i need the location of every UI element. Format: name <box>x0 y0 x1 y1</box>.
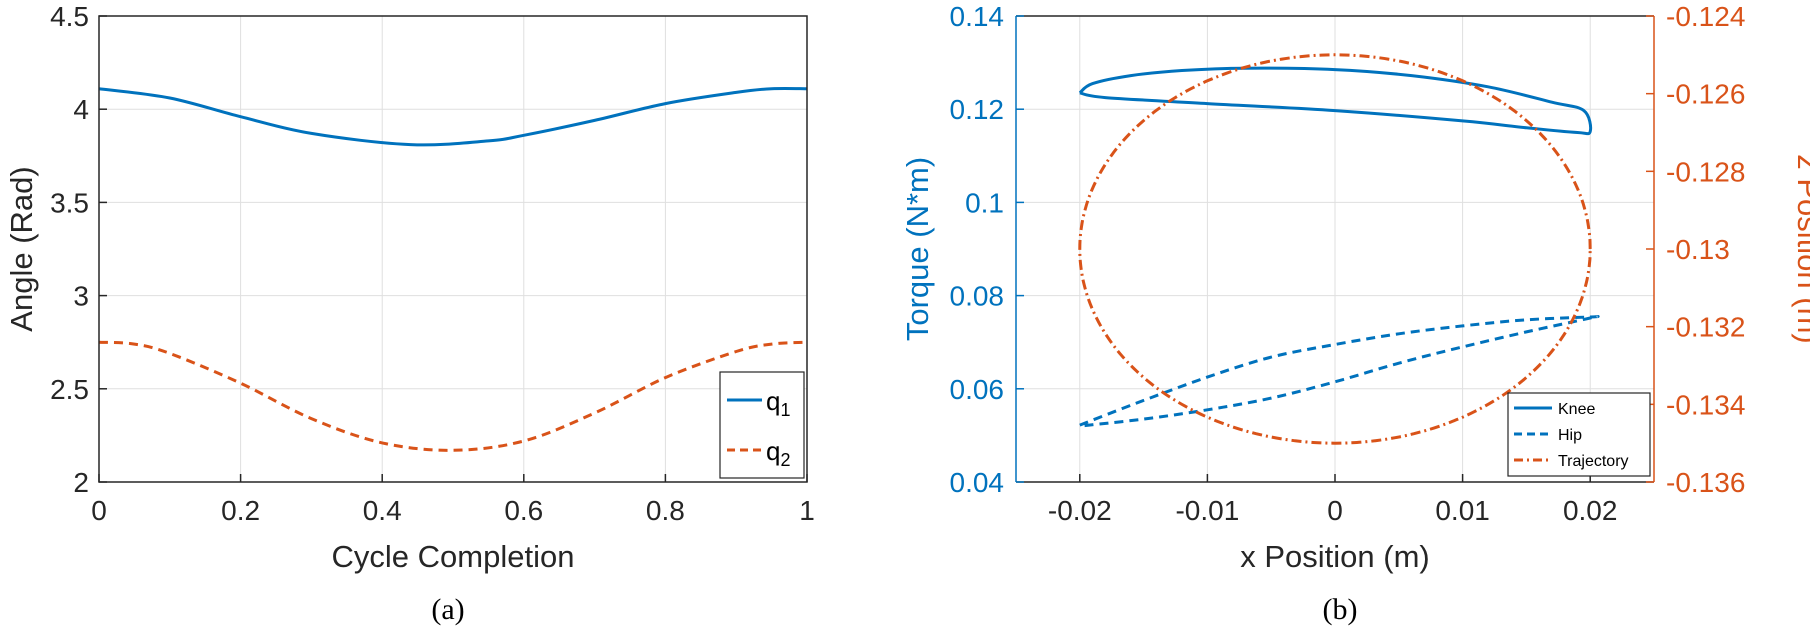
chart-b-caption: (b) <box>1323 593 1358 626</box>
chart-a-series <box>98 86 808 452</box>
chart-b-ytick-right-label: -0.13 <box>1666 234 1730 265</box>
chart-a-ytick-label: 2 <box>73 467 89 498</box>
chart-b: -0.02 -0.01 0 0.01 0.02 0.04 0.06 0.08 0.1 0.12 0.… <box>900 1 1810 626</box>
chart-a-ticks: 0 0.2 0.4 0.6 0.8 1 2 2.5 3 3.5 4 4.5 <box>50 1 815 526</box>
chart-a-axes-box <box>98 15 808 483</box>
chart-a-ytick-label: 2.5 <box>50 374 89 405</box>
chart-b-ytick-left-label: 0.08 <box>950 281 1005 312</box>
chart-b-ytick-right-label: -0.136 <box>1666 467 1745 498</box>
chart-a-xtick-label: 0.4 <box>363 495 402 526</box>
legend-label-hip: Hip <box>1558 427 1582 444</box>
legend-label-q2: q2 <box>766 436 790 470</box>
chart-b-ticks: -0.02 -0.01 0 0.01 0.02 0.04 0.06 0.08 0.1 0.12 0.… <box>950 1 1746 526</box>
chart-a-ytick-label: 4 <box>73 94 89 125</box>
legend-label-knee: Knee <box>1558 401 1595 418</box>
chart-a-xtick-label: 0 <box>91 495 107 526</box>
chart-a-ytick-label: 4.5 <box>50 1 89 32</box>
chart-b-ytick-right-label: -0.132 <box>1666 312 1745 343</box>
chart-b-xtick-label: 0.01 <box>1435 495 1490 526</box>
series-line-knee <box>1078 66 1593 136</box>
chart-b-xtick-label: -0.01 <box>1175 495 1239 526</box>
legend-label-q1: q1 <box>766 386 790 420</box>
chart-b-ytick-right-label: -0.134 <box>1666 389 1745 420</box>
chart-b-ytick-left-label: 0.14 <box>950 1 1005 32</box>
chart-b-xtick-label: -0.02 <box>1048 495 1112 526</box>
chart-b-xtick-label: 0 <box>1327 495 1343 526</box>
chart-b-ytick-left-label: 0.12 <box>950 94 1005 125</box>
chart-b-xtick-label: 0.02 <box>1563 495 1618 526</box>
legend-label-trajectory: Trajectory <box>1558 453 1629 470</box>
chart-a-ytick-label: 3 <box>73 281 89 312</box>
chart-a-ytick-label: 3.5 <box>50 187 89 218</box>
series-line-q2 <box>98 340 808 452</box>
chart-a-ylabel: Angle (Rad) <box>4 166 39 331</box>
chart-a-xlabel: Cycle Completion <box>332 539 575 574</box>
chart-a-legend: q1 q2 <box>719 371 805 479</box>
chart-b-xlabel: x Position (m) <box>1240 539 1429 574</box>
chart-a-xtick-label: 0.6 <box>504 495 543 526</box>
chart-b-ytick-right-label: -0.128 <box>1666 156 1745 187</box>
chart-a: 0 0.2 0.4 0.6 0.8 1 2 2.5 3 3.5 4 4.5 Cycle Complet… <box>4 1 815 626</box>
chart-b-ylabel-left: Torque (N*m) <box>900 157 935 341</box>
series-line-q1 <box>98 86 808 147</box>
chart-a-grid <box>98 15 808 483</box>
chart-a-xtick-label: 0.2 <box>221 495 260 526</box>
chart-b-ytick-right-label: -0.124 <box>1666 1 1745 32</box>
chart-b-series <box>1078 53 1600 445</box>
chart-b-legend: Knee Hip Trajectory <box>1507 392 1651 477</box>
chart-b-ylabel-right: z Position (m) <box>1791 154 1810 343</box>
series-line-hip <box>1079 314 1600 428</box>
chart-a-xtick-label: 1 <box>799 495 815 526</box>
chart-a-xtick-label: 0.8 <box>646 495 685 526</box>
chart-b-ytick-left-label: 0.1 <box>965 187 1004 218</box>
chart-b-ytick-left-label: 0.06 <box>950 374 1005 405</box>
series-line-trajectory <box>1078 53 1592 445</box>
chart-a-legend-box <box>719 371 805 479</box>
chart-b-ytick-right-label: -0.126 <box>1666 79 1745 110</box>
chart-b-ytick-left-label: 0.04 <box>950 467 1005 498</box>
chart-a-caption: (a) <box>431 593 464 626</box>
